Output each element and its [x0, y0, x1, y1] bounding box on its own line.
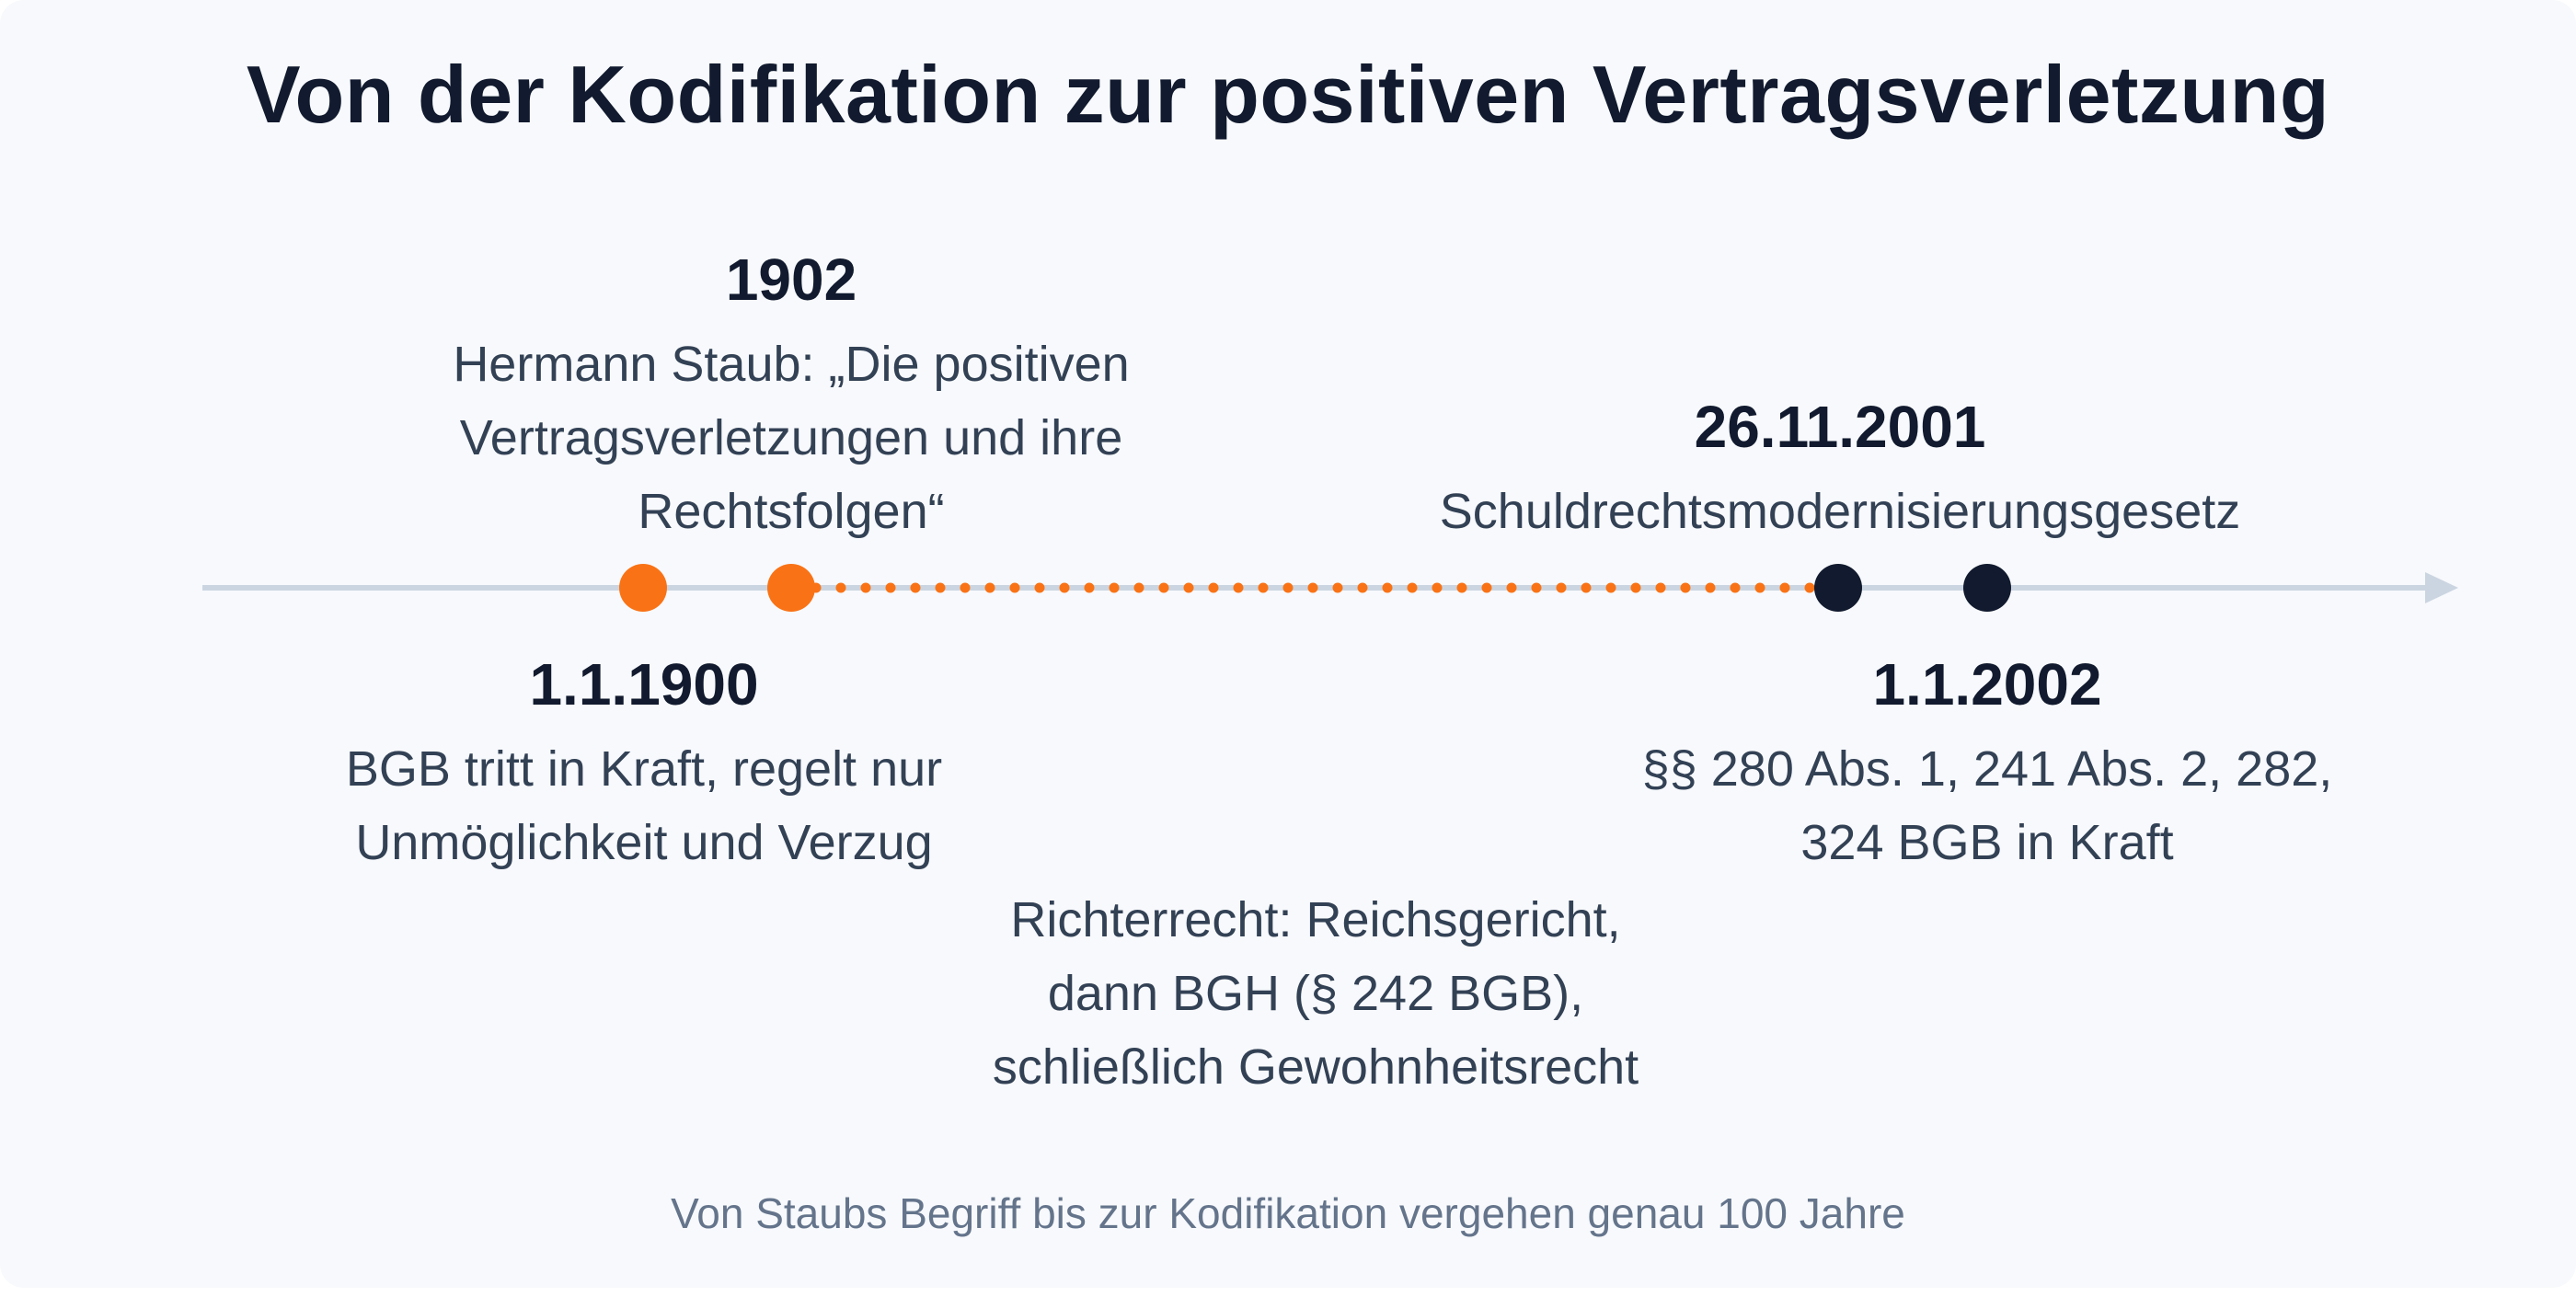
event-description: Hermann Staub: „Die positiven Vertragsve…	[453, 336, 1130, 539]
event-description: §§ 280 Abs. 1, 241 Abs. 2, 282, 324 BGB …	[1641, 740, 2333, 870]
event-marker-2001	[1814, 564, 1862, 612]
event-date: 1.1.2002	[1872, 651, 2102, 717]
event-1902: 1902 Hermann Staub: „Die positiven Vertr…	[331, 247, 1251, 548]
event-2001: 26.11.2001 Schuldrechtsmodernisierungsge…	[1334, 394, 2346, 548]
timeline-arrowhead-icon	[2425, 572, 2458, 603]
event-description: BGB tritt in Kraft, regelt nur Unmöglich…	[345, 740, 943, 870]
event-date: 26.11.2001	[1694, 394, 1986, 460]
span-description: Richterrecht: Reichsgericht, dann BGH (§…	[992, 892, 1639, 1095]
event-date: 1.1.1900	[529, 651, 759, 717]
event-2002: 1.1.2002 §§ 280 Abs. 1, 241 Abs. 2, 282,…	[1527, 651, 2447, 879]
event-description: Schuldrechtsmodernisierungsgesetz	[1439, 483, 2241, 539]
event-marker-1902	[767, 564, 815, 612]
event-marker-1900	[619, 564, 667, 612]
footnote: Von Staubs Begriff bis zur Kodifikation …	[671, 1189, 1905, 1237]
event-marker-2002	[1963, 564, 2011, 612]
diagram-title: Von der Kodifikation zur positiven Vertr…	[246, 49, 2330, 140]
event-date: 1902	[725, 247, 857, 313]
event-1900: 1.1.1900 BGB tritt in Kraft, regelt nur …	[184, 651, 1104, 879]
span-label: Richterrecht: Reichsgericht, dann BGH (§…	[764, 883, 1868, 1104]
